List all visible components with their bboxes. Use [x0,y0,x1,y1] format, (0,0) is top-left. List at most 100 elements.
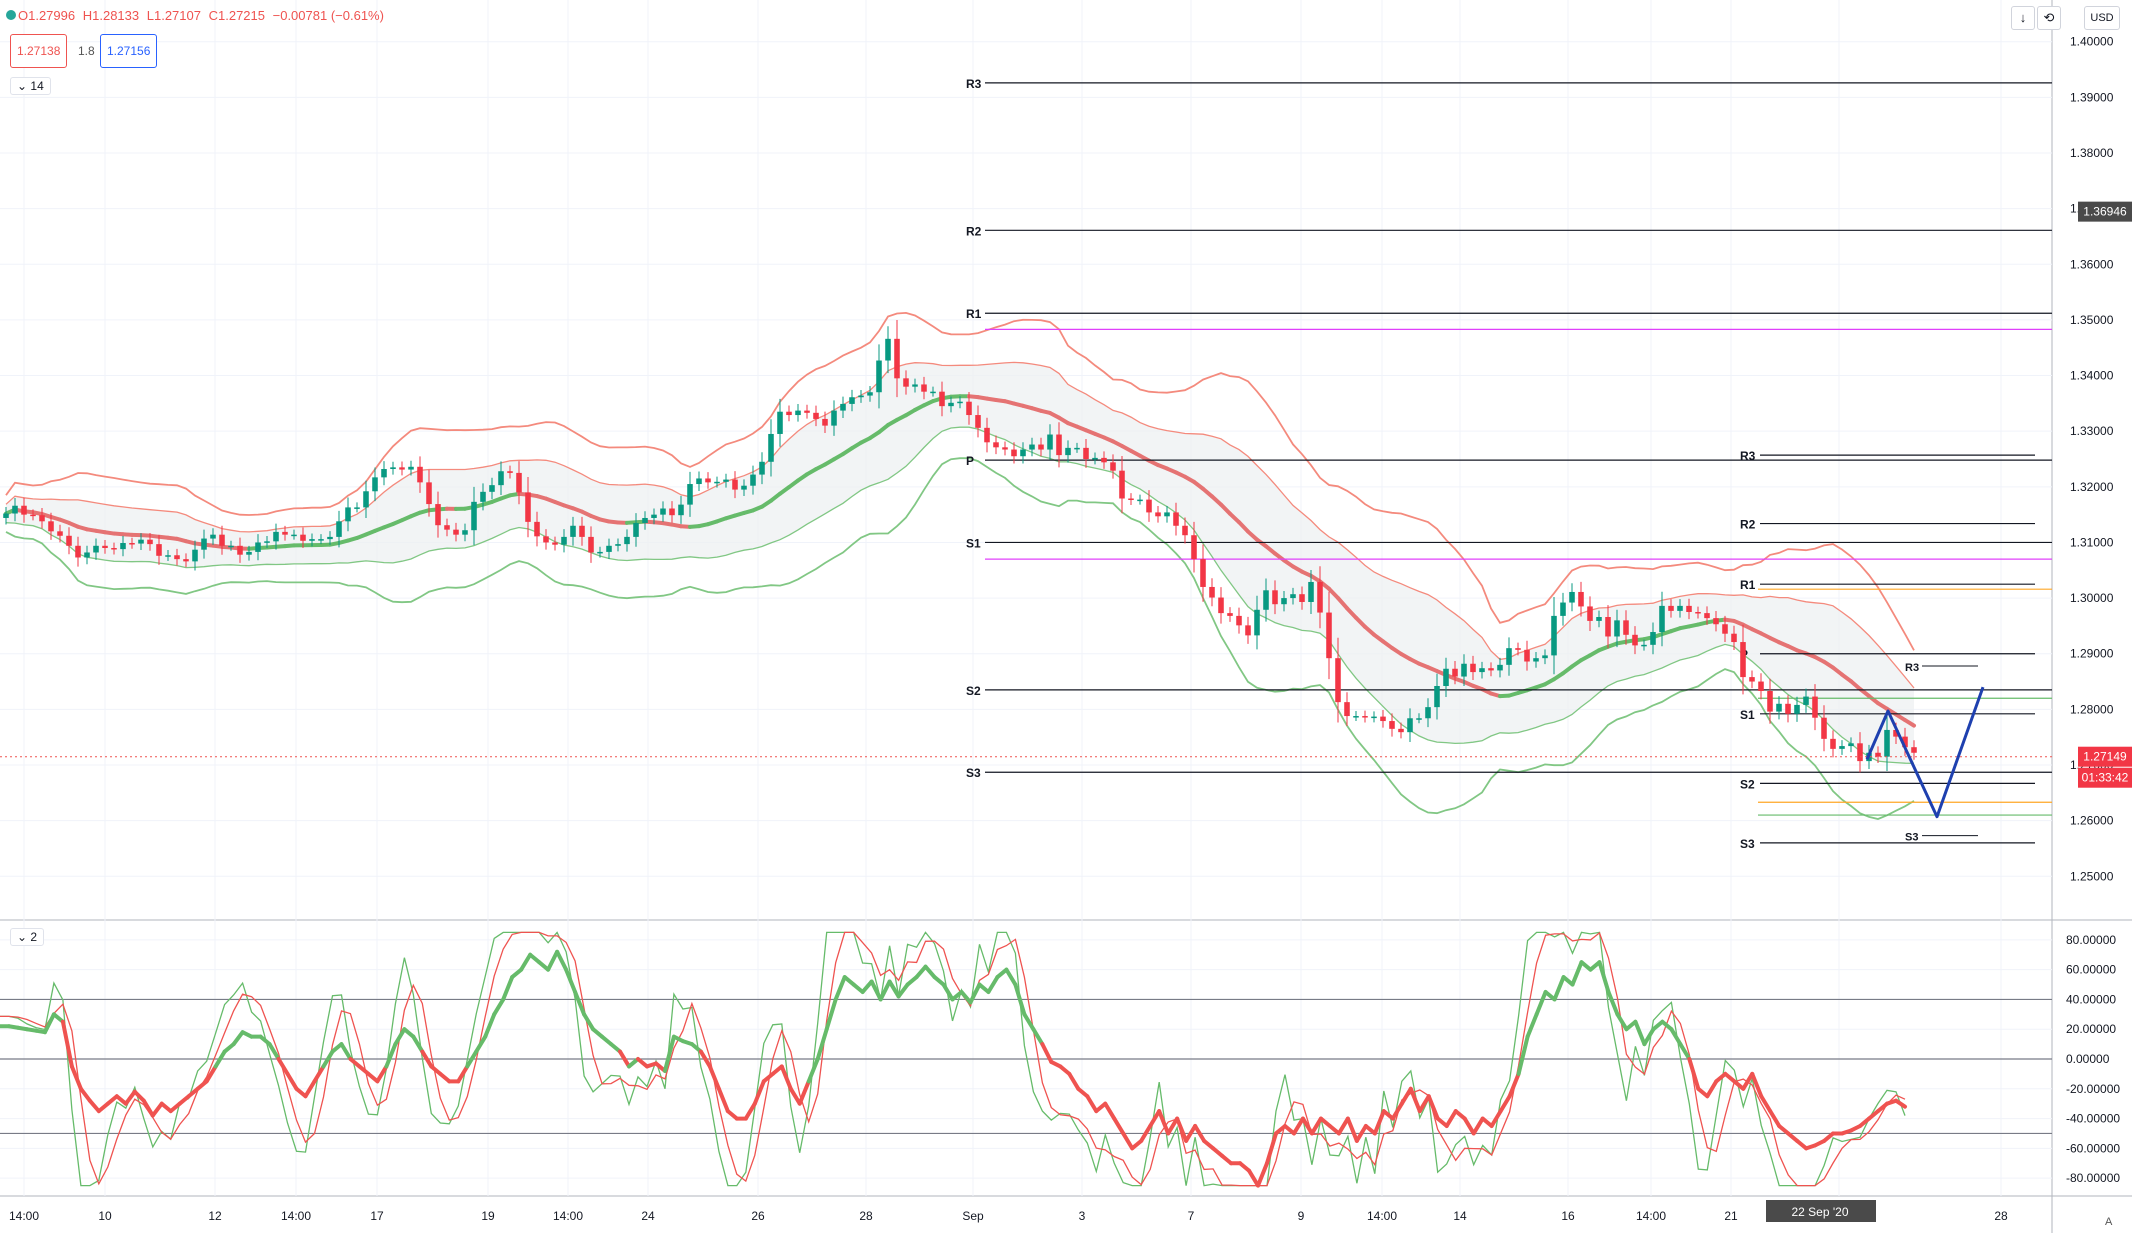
candle [1524,649,1530,662]
candle [552,542,558,545]
oscillator-main-segment [1157,1109,1171,1136]
oscillator-main-segment [393,1027,407,1047]
candle [129,543,135,545]
candle [750,474,756,486]
candle [1002,447,1008,450]
pivot-label-p: P [966,454,974,468]
candle [1038,444,1044,450]
oscillator-main-segment [60,1019,74,1069]
candle [381,469,387,478]
buy-button[interactable]: 1.27156 [100,34,158,68]
candle [327,536,333,540]
candle [1632,634,1638,646]
candle [561,536,567,545]
candle [1596,617,1602,621]
candle [1686,605,1692,612]
oscillator-main-segment [797,1079,811,1106]
candle [336,521,342,537]
candle [444,525,450,530]
candle [1560,602,1566,616]
candle [1857,743,1863,762]
countdown-label: 01:33:42 [2082,771,2129,785]
candle [498,471,504,486]
currency-label[interactable]: USD [2084,6,2120,30]
oscillator-main-segment [1022,1012,1036,1032]
candle [966,401,972,416]
candle [462,530,468,535]
price-tick-label: 1.32000 [2070,480,2114,494]
candle [228,545,234,548]
oscillator-tick-label: 0.00000 [2066,1052,2110,1066]
oscillator-main-segment [860,979,874,994]
pivot-levels-small: R3 S3 [1905,662,1978,844]
candle [588,536,594,553]
oscillator-main-segment [1085,1094,1099,1114]
auto-scale-button[interactable]: A [2105,1216,2113,1228]
candle [1497,664,1503,671]
oscillator-main-segment [743,1101,757,1121]
oscillator-main-segment [1004,967,1018,987]
candle [651,514,657,518]
time-tick-label: 24 [641,1209,655,1223]
candle [66,535,72,546]
oscillator-main-segment [824,997,838,1032]
oscillator-main-segment [1031,1027,1045,1047]
oscillator-main-segment [1633,1019,1647,1047]
candle [705,478,711,483]
candle [741,485,747,490]
candle [93,545,99,553]
oscillator-main-segment [1507,1071,1521,1099]
candle [1443,668,1449,686]
oscillator-main-segment [1741,1071,1755,1091]
pivot-label-s3: S3 [1905,832,1918,844]
candle [1677,605,1683,611]
oscillator-main-segment [420,1049,434,1069]
candle [813,412,819,419]
candle [723,479,729,482]
candle [543,536,549,543]
candle [714,481,720,484]
time-tick-label: Sep [962,1209,984,1223]
upper-band-line [5,311,1915,651]
scroll-down-icon[interactable]: ↓ [2011,6,2035,30]
candle [777,411,783,434]
chevron-down-icon: ⌄ [17,79,28,93]
candle [1074,447,1080,450]
pivot-label-s1: S1 [1740,708,1755,722]
basis-line-segment [1354,615,1367,629]
price-tick-label: 1.34000 [2070,369,2114,383]
oscillator-main-segment [384,1042,398,1069]
oscillator-main-segment [1642,1027,1656,1047]
candle [435,504,441,526]
candle [1335,658,1341,703]
oscillator-main-segment [1067,1071,1081,1091]
oscillator-main-segment [1291,1116,1305,1136]
reset-view-icon[interactable]: ⟲ [2037,6,2061,30]
candle [1209,586,1215,598]
candle [471,501,477,531]
time-tick-label: 26 [751,1209,765,1223]
candle [3,513,9,518]
indicators-toggle-main[interactable]: ⌄ 14 [10,77,51,95]
oscillator-tick-label: 20.00000 [2066,1022,2116,1036]
band-cloud [6,362,1914,764]
candle [786,411,792,416]
candle [795,410,801,416]
oscillator-main-segment [1750,1071,1764,1099]
candle [1650,632,1656,645]
candle [1488,668,1494,671]
candle [1128,498,1134,501]
candle [633,522,639,537]
indicators-toggle-oscillator[interactable]: ⌄ 2 [10,928,45,946]
oscillator-main-segment [1759,1094,1773,1114]
oscillator-main-segment [1471,1116,1485,1136]
candle [606,545,612,552]
time-tick-label: 7 [1188,1209,1195,1223]
candle [1416,718,1422,720]
market-status-icon [6,10,16,20]
basis-line-segment [1903,718,1916,728]
sell-button[interactable]: 1.27138 [10,34,68,68]
candle [1569,591,1575,603]
candle [1551,615,1557,656]
